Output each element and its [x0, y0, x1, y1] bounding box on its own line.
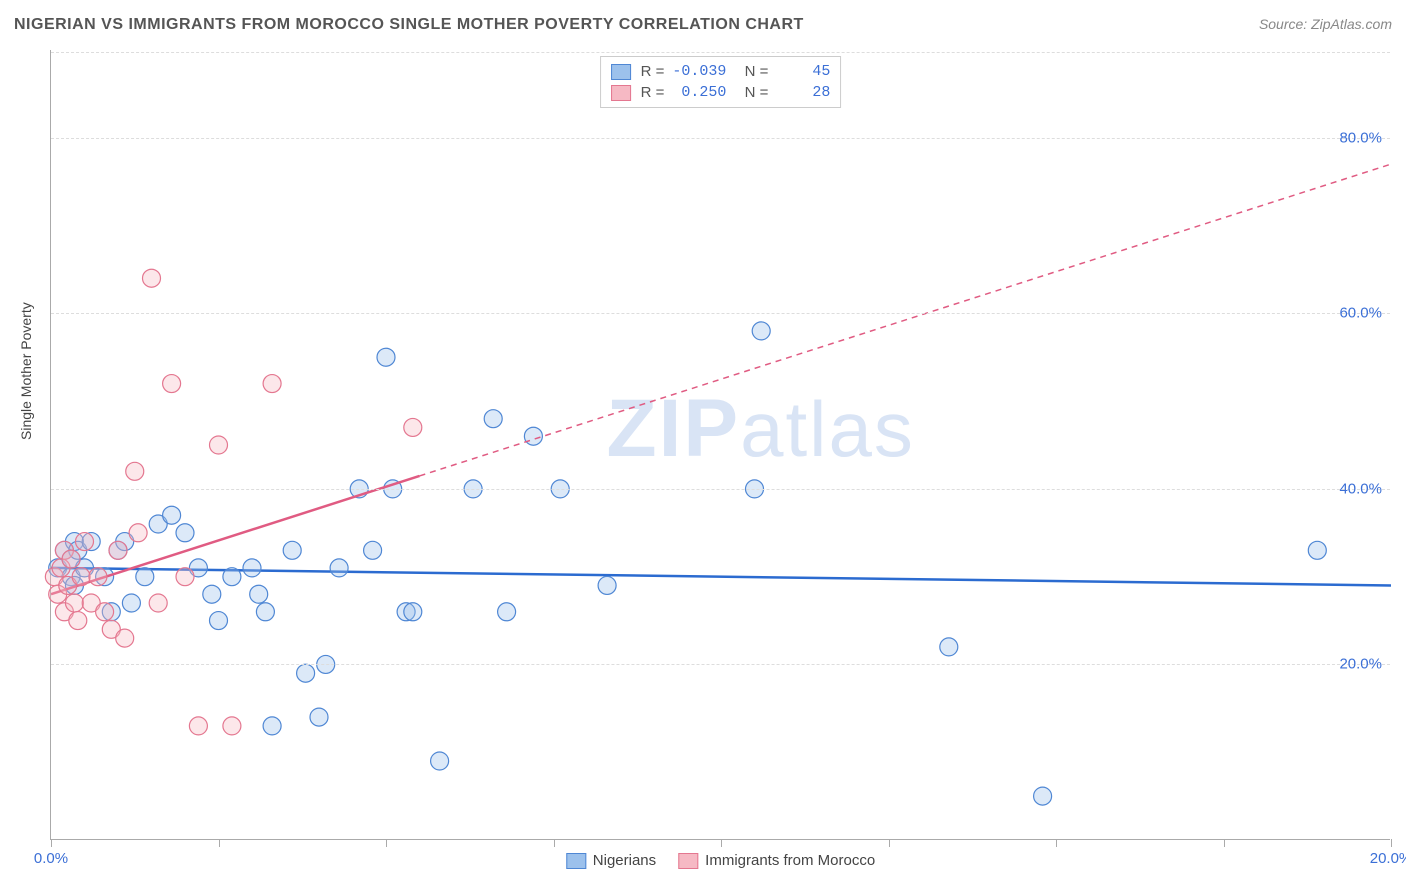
- y-tick-label: 20.0%: [1339, 656, 1382, 673]
- data-point: [752, 322, 770, 340]
- data-point: [96, 603, 114, 621]
- data-point: [223, 717, 241, 735]
- stat-n-value: 28: [774, 84, 830, 101]
- data-point: [136, 568, 154, 586]
- swatch-icon: [611, 64, 631, 80]
- x-tick-label: 0.0%: [34, 850, 68, 867]
- data-point: [283, 541, 301, 559]
- data-point: [243, 559, 261, 577]
- data-point: [116, 629, 134, 647]
- data-point: [498, 603, 516, 621]
- data-point: [126, 462, 144, 480]
- data-point: [176, 524, 194, 542]
- data-point: [65, 594, 83, 612]
- data-point: [364, 541, 382, 559]
- x-tick: [219, 839, 220, 847]
- data-point: [69, 612, 87, 630]
- swatch-icon: [566, 853, 586, 869]
- y-tick-label: 80.0%: [1339, 129, 1382, 146]
- x-tick: [386, 839, 387, 847]
- trend-line-dashed: [420, 164, 1392, 476]
- gridline: [51, 52, 1390, 53]
- series-legend: Nigerians Immigrants from Morocco: [566, 852, 875, 869]
- data-point: [250, 585, 268, 603]
- data-point: [122, 594, 140, 612]
- x-tick: [721, 839, 722, 847]
- data-point: [330, 559, 348, 577]
- data-point: [163, 375, 181, 393]
- data-point: [310, 708, 328, 726]
- data-point: [223, 568, 241, 586]
- plot-area: ZIPatlas R = -0.039 N = 45 R = 0.250 N =…: [50, 50, 1390, 840]
- data-point: [109, 541, 127, 559]
- data-point: [149, 594, 167, 612]
- data-point: [189, 717, 207, 735]
- chart-svg: [51, 50, 1390, 839]
- stat-r-label: R =: [641, 84, 665, 101]
- data-point: [203, 585, 221, 603]
- stats-row: R = 0.250 N = 28: [611, 82, 831, 103]
- data-point: [1308, 541, 1326, 559]
- stat-r-value: -0.039: [670, 63, 726, 80]
- y-axis-label: Single Mother Poverty: [18, 302, 34, 440]
- y-tick-label: 60.0%: [1339, 305, 1382, 322]
- data-point: [62, 550, 80, 568]
- x-tick-label: 20.0%: [1370, 850, 1406, 867]
- x-tick: [51, 839, 52, 847]
- legend-item: Nigerians: [566, 852, 656, 869]
- gridline: [51, 489, 1390, 490]
- data-point: [404, 418, 422, 436]
- stat-n-label: N =: [736, 84, 768, 101]
- chart-title: NIGERIAN VS IMMIGRANTS FROM MOROCCO SING…: [14, 16, 804, 34]
- x-tick: [1224, 839, 1225, 847]
- data-point: [89, 568, 107, 586]
- data-point: [431, 752, 449, 770]
- data-point: [163, 506, 181, 524]
- stat-n-label: N =: [736, 63, 768, 80]
- x-tick: [554, 839, 555, 847]
- data-point: [598, 576, 616, 594]
- data-point: [263, 375, 281, 393]
- data-point: [297, 664, 315, 682]
- y-tick-label: 40.0%: [1339, 480, 1382, 497]
- stat-r-value: 0.250: [670, 84, 726, 101]
- stats-row: R = -0.039 N = 45: [611, 61, 831, 82]
- swatch-icon: [678, 853, 698, 869]
- legend-item: Immigrants from Morocco: [678, 852, 875, 869]
- x-tick: [1056, 839, 1057, 847]
- title-bar: NIGERIAN VS IMMIGRANTS FROM MOROCCO SING…: [14, 16, 1392, 34]
- data-point: [484, 410, 502, 428]
- data-point: [76, 533, 94, 551]
- data-point: [377, 348, 395, 366]
- stat-r-label: R =: [641, 63, 665, 80]
- data-point: [940, 638, 958, 656]
- gridline: [51, 664, 1390, 665]
- data-point: [210, 612, 228, 630]
- swatch-icon: [611, 85, 631, 101]
- legend-label: Immigrants from Morocco: [705, 852, 875, 869]
- data-point: [129, 524, 147, 542]
- data-point: [256, 603, 274, 621]
- gridline: [51, 313, 1390, 314]
- x-tick: [889, 839, 890, 847]
- data-point: [143, 269, 161, 287]
- data-point: [72, 568, 90, 586]
- data-point: [1034, 787, 1052, 805]
- data-point: [524, 427, 542, 445]
- legend-label: Nigerians: [593, 852, 656, 869]
- data-point: [263, 717, 281, 735]
- data-point: [176, 568, 194, 586]
- data-point: [210, 436, 228, 454]
- data-point: [404, 603, 422, 621]
- x-tick: [1391, 839, 1392, 847]
- gridline: [51, 138, 1390, 139]
- stats-legend: R = -0.039 N = 45 R = 0.250 N = 28: [600, 56, 842, 108]
- source-attribution: Source: ZipAtlas.com: [1259, 16, 1392, 32]
- stat-n-value: 45: [774, 63, 830, 80]
